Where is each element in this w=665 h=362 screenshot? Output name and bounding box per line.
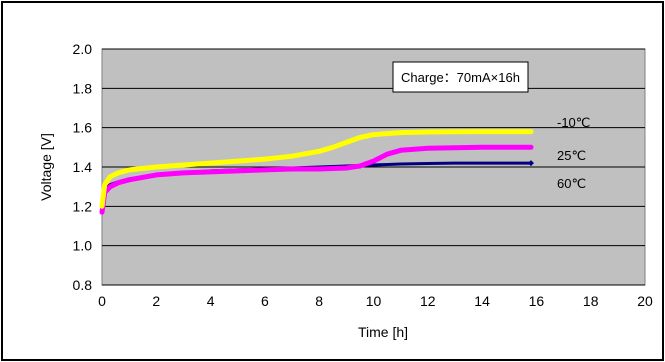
y-tick-labels: 0.8 1.0 1.2 1.4 1.6 1.8 2.0 — [73, 41, 93, 293]
y-tick-label: 1.6 — [73, 120, 93, 136]
x-tick-label: 12 — [420, 293, 436, 309]
series-line-1 — [99, 144, 534, 215]
x-tick-label: 18 — [583, 293, 599, 309]
x-tick-label: 2 — [152, 293, 160, 309]
series-marker-2 — [527, 160, 534, 167]
x-axis-title: Time [h] — [358, 324, 408, 340]
y-tick-label: 1.4 — [73, 159, 93, 175]
gridlines — [102, 48, 645, 286]
series-label-1: 25℃ — [557, 148, 586, 163]
annotation-text: Charge：70mA×16h — [401, 70, 520, 85]
y-tick-label: 1.0 — [73, 238, 93, 254]
x-tick-label: 14 — [474, 293, 490, 309]
x-tick-label: 10 — [366, 293, 382, 309]
x-tick-label: 4 — [207, 293, 215, 309]
series-labels: -10℃ 25℃ 60℃ — [557, 115, 590, 191]
series-layer — [99, 129, 534, 215]
x-tick-label: 20 — [637, 293, 653, 309]
y-tick-label: 1.2 — [73, 198, 93, 214]
series-label-2: 60℃ — [557, 176, 586, 191]
y-axis-title: Voltage [V] — [38, 133, 54, 201]
y-tick-label: 1.8 — [73, 80, 93, 96]
x-tick-label: 16 — [529, 293, 545, 309]
x-tick-labels: 0 2 4 6 8 10 12 14 16 18 20 — [98, 293, 653, 309]
y-tick-label: 0.8 — [73, 277, 93, 293]
x-tick-label: 0 — [98, 293, 106, 309]
annotation-box: Charge：70mA×16h — [392, 61, 529, 93]
y-tick-label: 2.0 — [73, 41, 93, 57]
series-line-0 — [99, 129, 534, 209]
x-tick-label: 6 — [261, 293, 269, 309]
x-tick-label: 8 — [315, 293, 323, 309]
series-label-0: -10℃ — [557, 115, 590, 130]
